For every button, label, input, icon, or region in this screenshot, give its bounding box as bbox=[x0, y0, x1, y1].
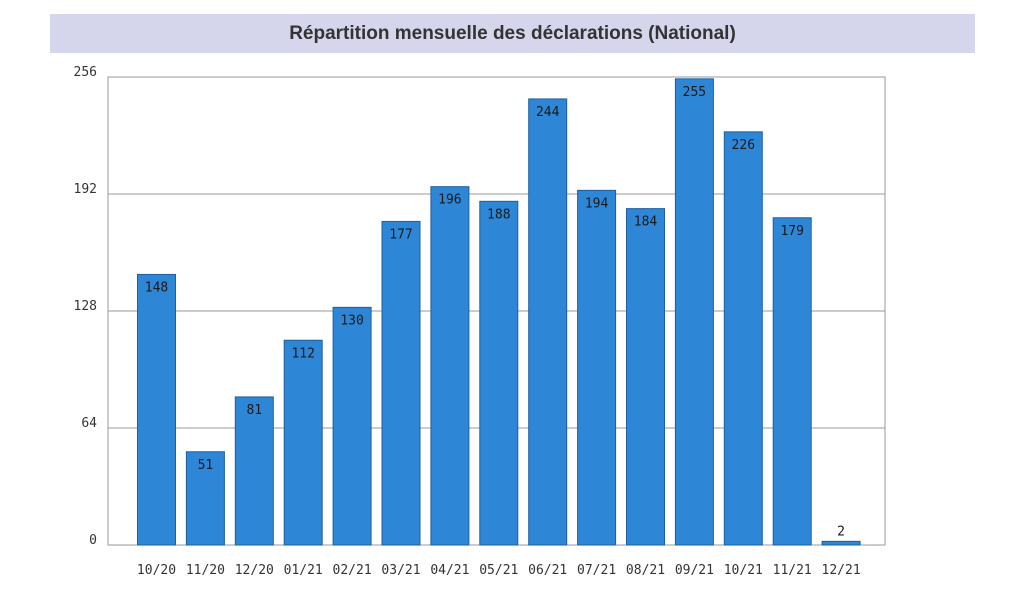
chart-title: Répartition mensuelle des déclarations (… bbox=[289, 22, 736, 44]
y-tick-label: 192 bbox=[74, 182, 97, 197]
x-tick-label: 01/21 bbox=[284, 563, 323, 578]
bar bbox=[479, 200, 519, 546]
data-label: 177 bbox=[389, 227, 412, 242]
y-tick-label: 64 bbox=[81, 416, 97, 431]
bar bbox=[234, 396, 274, 546]
data-label: 51 bbox=[198, 458, 214, 473]
bar bbox=[723, 131, 763, 546]
x-tick-label: 08/21 bbox=[626, 563, 665, 578]
bar bbox=[626, 208, 665, 546]
data-label: 244 bbox=[536, 105, 560, 120]
bar bbox=[381, 220, 421, 546]
data-label: 188 bbox=[487, 207, 510, 222]
x-tick-label: 12/21 bbox=[822, 563, 861, 578]
data-label: 112 bbox=[291, 346, 314, 361]
bar bbox=[332, 306, 372, 546]
bar bbox=[283, 339, 323, 546]
y-tick-label: 128 bbox=[74, 299, 97, 314]
data-label: 148 bbox=[145, 280, 168, 295]
data-label: 255 bbox=[683, 85, 706, 100]
data-label: 2 bbox=[837, 524, 845, 539]
x-tick-label: 12/20 bbox=[235, 563, 274, 578]
x-tick-label: 04/21 bbox=[430, 563, 469, 578]
bar bbox=[772, 217, 812, 546]
x-tick-label: 06/21 bbox=[528, 563, 567, 578]
x-tick-label: 10/20 bbox=[137, 563, 176, 578]
data-label: 81 bbox=[246, 403, 262, 418]
y-tick-label: 256 bbox=[74, 65, 97, 80]
data-label: 226 bbox=[732, 138, 755, 153]
x-tick-label: 09/21 bbox=[675, 563, 714, 578]
data-label: 184 bbox=[634, 215, 658, 230]
data-label: 179 bbox=[780, 224, 803, 239]
bar bbox=[430, 186, 470, 546]
bar bbox=[137, 273, 176, 546]
data-label: 130 bbox=[340, 313, 363, 328]
bar bbox=[528, 98, 568, 546]
x-tick-label: 11/20 bbox=[186, 563, 225, 578]
x-tick-label: 10/21 bbox=[724, 563, 763, 578]
chart-title-bar: Répartition mensuelle des déclarations (… bbox=[50, 14, 975, 53]
bar bbox=[185, 451, 225, 546]
y-tick-label: 0 bbox=[89, 533, 97, 548]
bar bbox=[577, 189, 617, 546]
data-label: 194 bbox=[585, 196, 609, 211]
bar bbox=[821, 540, 861, 546]
data-label: 196 bbox=[438, 193, 461, 208]
x-tick-label: 02/21 bbox=[333, 563, 372, 578]
x-tick-label: 07/21 bbox=[577, 563, 616, 578]
bar bbox=[674, 78, 714, 546]
x-tick-label: 03/21 bbox=[381, 563, 420, 578]
x-tick-label: 05/21 bbox=[479, 563, 518, 578]
x-tick-label: 11/21 bbox=[773, 563, 812, 578]
